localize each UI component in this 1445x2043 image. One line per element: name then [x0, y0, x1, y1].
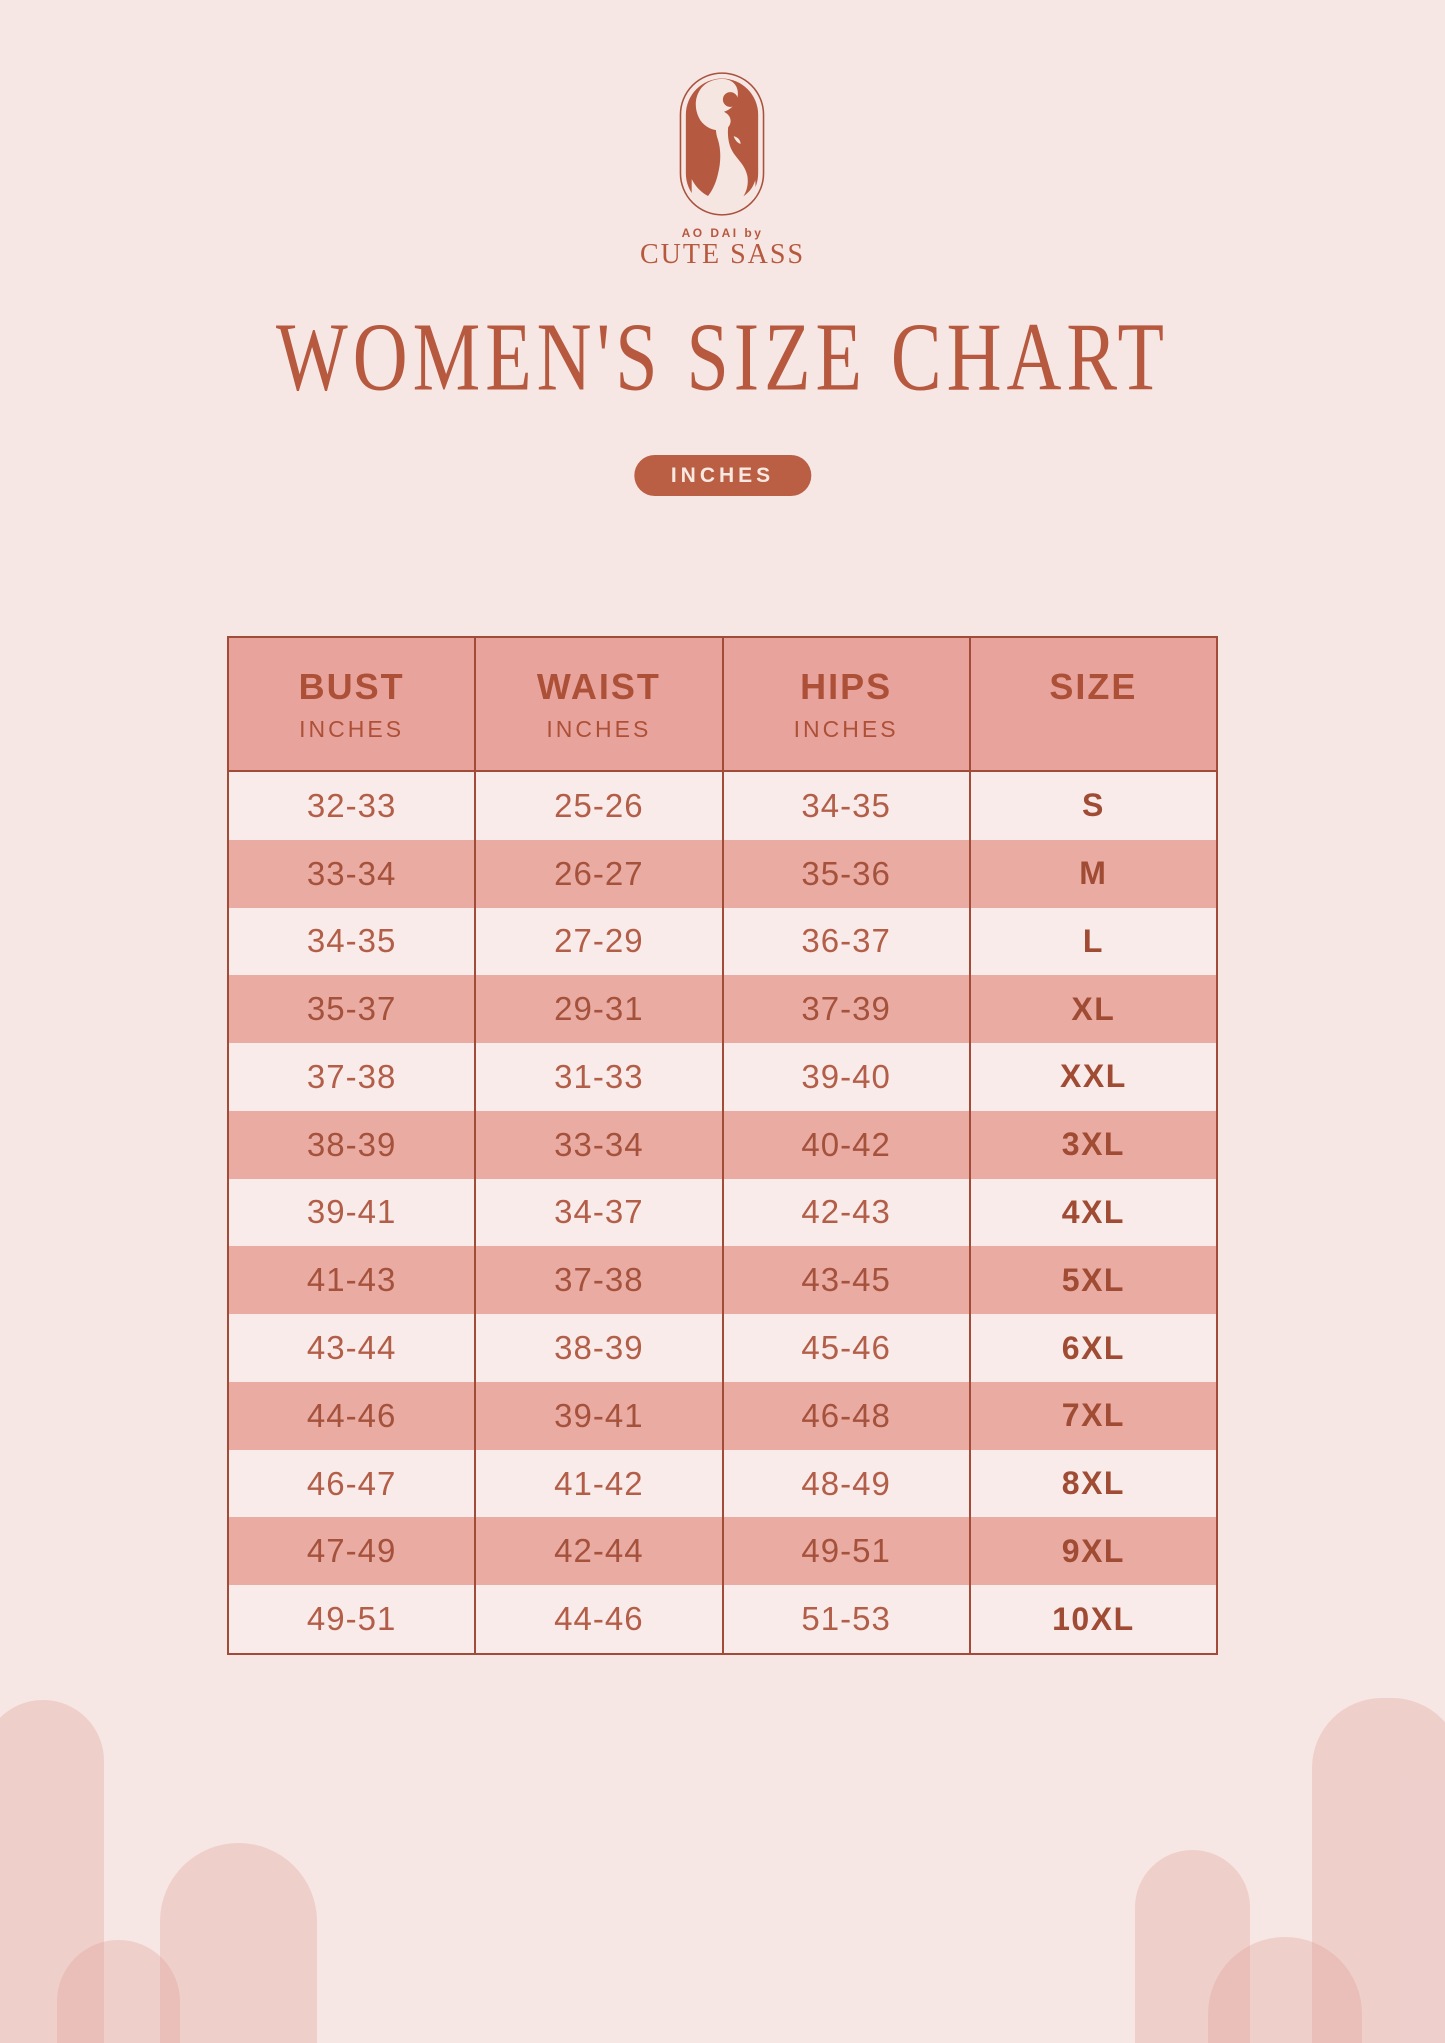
header-hips-unit: INCHES [793, 715, 899, 742]
header-hips: HIPS INCHES [721, 638, 969, 770]
bust-cell: 35-37 [306, 990, 397, 1028]
table-row: 34-35 27-29 36-37 L [229, 907, 1216, 976]
waist-cell: 31-33 [474, 1043, 721, 1111]
table-row: 37-38 31-33 39-40 XXL [229, 1043, 1216, 1111]
waist-cell: 44-46 [474, 1585, 721, 1653]
table-row: 43-44 38-39 45-46 6XL [229, 1314, 1216, 1382]
waist-cell: 25-26 [474, 772, 721, 840]
hips-cell: 45-46 [721, 1314, 969, 1382]
size-cell: 10XL [968, 1585, 1216, 1653]
bust-cell: 37-38 [306, 1057, 397, 1095]
table-row: 32-33 25-26 34-35 S [229, 772, 1216, 840]
waist-cell: 42-44 [474, 1517, 721, 1586]
bust-cell: 49-51 [306, 1600, 397, 1638]
waist-cell: 39-41 [474, 1381, 721, 1450]
waist-cell: 34-37 [474, 1178, 721, 1247]
decorative-arch-right-large [1312, 1698, 1445, 2043]
size-cell: 8XL [968, 1449, 1216, 1518]
header-bust-label: BUST [298, 665, 405, 707]
brand-name: CUTE SASS [639, 239, 806, 270]
bust-cell: 47-49 [306, 1532, 397, 1570]
brand-logo-ao-dai-woman-icon [679, 72, 765, 216]
decorative-arch-left-large [0, 1700, 104, 2043]
hips-cell: 43-45 [721, 1246, 969, 1315]
size-cell: 6XL [968, 1314, 1216, 1382]
hips-cell: 48-49 [721, 1449, 969, 1518]
hips-cell: 35-36 [721, 839, 969, 908]
table-row: 38-39 33-34 40-42 3XL [229, 1110, 1216, 1179]
hips-cell: 39-40 [721, 1043, 969, 1111]
header-waist: WAIST INCHES [474, 638, 721, 770]
table-row: 44-46 39-41 46-48 7XL [229, 1381, 1216, 1450]
header-bust: BUST INCHES [229, 638, 474, 770]
unit-badge: INCHES [633, 455, 812, 496]
waist-cell: 26-27 [474, 839, 721, 908]
hips-cell: 34-35 [721, 772, 969, 840]
waist-cell: 27-29 [474, 907, 721, 976]
waist-cell: 41-42 [474, 1449, 721, 1518]
bust-cell: 41-43 [306, 1261, 397, 1299]
table-row: 46-47 41-42 48-49 8XL [229, 1449, 1216, 1518]
bust-cell: 34-35 [306, 922, 397, 960]
table-row: 41-43 37-38 43-45 5XL [229, 1246, 1216, 1315]
bust-cell: 44-46 [306, 1396, 397, 1434]
bust-cell: 39-41 [306, 1193, 397, 1231]
table-body: 32-33 25-26 34-35 S 33-34 26-27 35-36 M … [229, 772, 1216, 1653]
waist-cell: 33-34 [474, 1110, 721, 1179]
size-cell: 4XL [968, 1178, 1216, 1247]
waist-cell: 37-38 [474, 1246, 721, 1315]
waist-cell: 29-31 [474, 975, 721, 1044]
hips-cell: 42-43 [721, 1178, 969, 1247]
size-cell: 5XL [968, 1246, 1216, 1315]
header-size-label: SIZE [1049, 665, 1138, 707]
table-row: 35-37 29-31 37-39 XL [229, 975, 1216, 1044]
size-cell: L [968, 907, 1216, 976]
table-header-row: BUST INCHES WAIST INCHES HIPS INCHES SIZ… [229, 638, 1216, 772]
size-cell: XL [968, 975, 1216, 1044]
header-bust-unit: INCHES [299, 715, 405, 742]
size-cell: 7XL [968, 1381, 1216, 1450]
decorative-arch-right-mid [1135, 1850, 1250, 2043]
table-row: 39-41 34-37 42-43 4XL [229, 1178, 1216, 1247]
bust-cell: 38-39 [306, 1125, 397, 1163]
bust-cell: 46-47 [306, 1464, 397, 1502]
table-row: 49-51 44-46 51-53 10XL [229, 1585, 1216, 1653]
hips-cell: 51-53 [721, 1585, 969, 1653]
table-row: 47-49 42-44 49-51 9XL [229, 1517, 1216, 1586]
bust-cell: 33-34 [306, 854, 397, 892]
size-cell: M [968, 839, 1216, 908]
hips-cell: 40-42 [721, 1110, 969, 1179]
size-cell: 3XL [968, 1110, 1216, 1179]
size-cell: S [968, 772, 1216, 840]
decorative-arch-left-small [57, 1940, 180, 2043]
header-waist-unit: INCHES [546, 715, 652, 742]
page-title: WOMEN'S SIZE CHART [276, 303, 1169, 412]
table-row: 33-34 26-27 35-36 M [229, 839, 1216, 908]
brand-tagline: AO DAI by [681, 226, 764, 240]
header-size: SIZE [968, 638, 1216, 770]
waist-cell: 38-39 [474, 1314, 721, 1382]
bust-cell: 43-44 [306, 1329, 397, 1366]
size-cell: XXL [968, 1043, 1216, 1111]
hips-cell: 37-39 [721, 975, 969, 1044]
size-chart-table: BUST INCHES WAIST INCHES HIPS INCHES SIZ… [227, 636, 1218, 1655]
bust-cell: 32-33 [306, 786, 397, 824]
size-cell: 9XL [968, 1517, 1216, 1586]
header-hips-label: HIPS [800, 665, 893, 707]
decorative-arch-left-mid [160, 1843, 317, 2043]
header-waist-label: WAIST [536, 665, 661, 707]
hips-cell: 49-51 [721, 1517, 969, 1586]
hips-cell: 46-48 [721, 1381, 969, 1450]
hips-cell: 36-37 [721, 907, 969, 976]
